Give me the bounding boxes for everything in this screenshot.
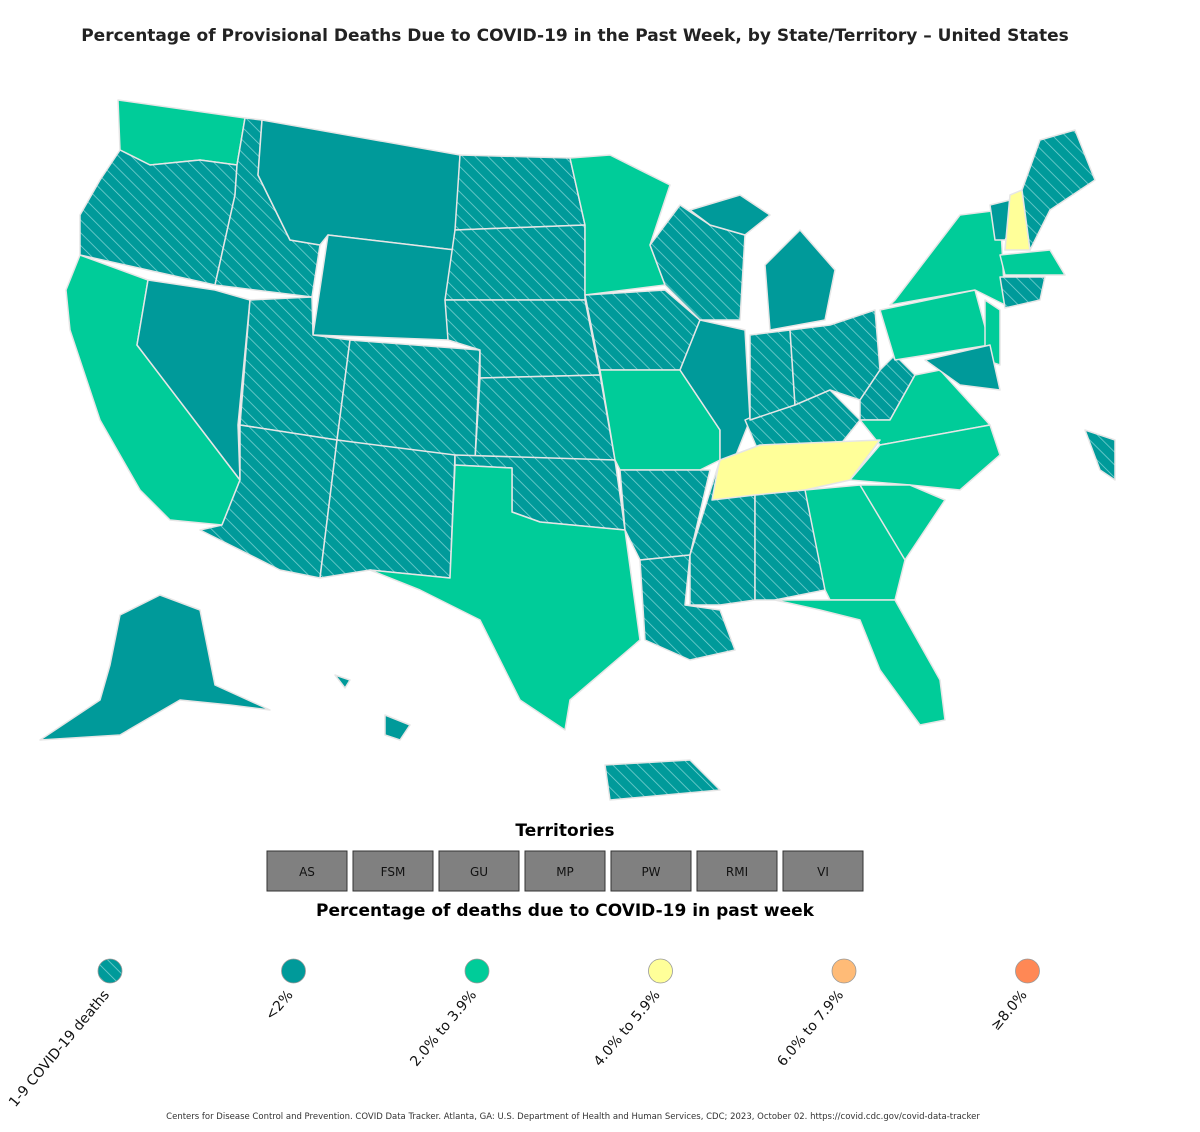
territory-label: GU [470,865,488,879]
state[interactable] [849,424,1001,491]
legend-swatch[interactable] [464,958,490,984]
states [39,99,1116,801]
state[interactable] [454,154,586,231]
territory-button[interactable] [782,850,864,892]
state[interactable] [39,594,271,741]
territory-button[interactable] [696,850,778,892]
state[interactable] [1021,129,1096,251]
territory-label: RMI [726,865,748,879]
legend-swatch[interactable] [1015,958,1040,984]
legend: 1-9 COVID-19 deaths <2% 2.0% to 3.9% 4.0% t… [6,958,1040,1110]
legend-swatch[interactable] [97,958,123,984]
state[interactable] [319,439,456,579]
territory-label: VI [817,865,829,879]
state[interactable] [999,249,1066,276]
state[interactable] [639,554,736,661]
territories-title: Territories [515,821,614,841]
state[interactable] [924,344,1001,391]
territory-button[interactable] [266,850,348,892]
territory-button[interactable] [352,850,434,892]
territory-label: MP [556,865,574,879]
state[interactable] [999,276,1046,309]
legend-swatch[interactable] [831,958,857,984]
territory-button[interactable] [524,850,606,892]
legend-label: 6.0% to 7.9% [774,987,847,1069]
state[interactable] [312,234,456,341]
territory-label: PW [641,865,660,879]
legend-swatch[interactable] [281,958,306,984]
legend-label: 4.0% to 5.9% [591,987,664,1069]
legend-label: ≥8.0% [988,987,1031,1034]
legend-label: <2% [262,987,296,1023]
state[interactable] [257,119,461,251]
territory-label: FSM [381,865,406,879]
territory-label: AS [299,865,315,879]
state[interactable] [889,209,1006,306]
title: Percentage of Provisional Deaths Due to … [81,26,1069,46]
territory-button[interactable] [438,850,520,892]
state[interactable] [649,204,746,321]
legend-swatch[interactable] [648,958,673,984]
state[interactable] [384,714,411,741]
state[interactable] [1084,429,1116,481]
state[interactable] [764,229,836,331]
state[interactable] [774,599,946,726]
territory-button[interactable] [610,850,692,892]
state[interactable] [117,99,246,166]
state[interactable] [604,759,721,801]
state[interactable] [369,464,641,731]
state[interactable] [444,224,586,301]
legend-label: 2.0% to 3.9% [407,987,480,1069]
legend-label: 1-9 COVID-19 deaths [6,987,113,1110]
citation: Centers for Disease Control and Preventi… [166,1112,980,1122]
territory-buttons: AS FSM GU MP PW RMI VI [266,850,864,892]
state[interactable] [689,194,771,236]
state[interactable] [136,279,251,481]
state[interactable] [474,374,616,461]
state[interactable] [749,329,796,421]
state[interactable] [569,154,671,296]
state[interactable] [334,674,351,689]
legend-title: Percentage of deaths due to COVID-19 in … [316,901,815,921]
